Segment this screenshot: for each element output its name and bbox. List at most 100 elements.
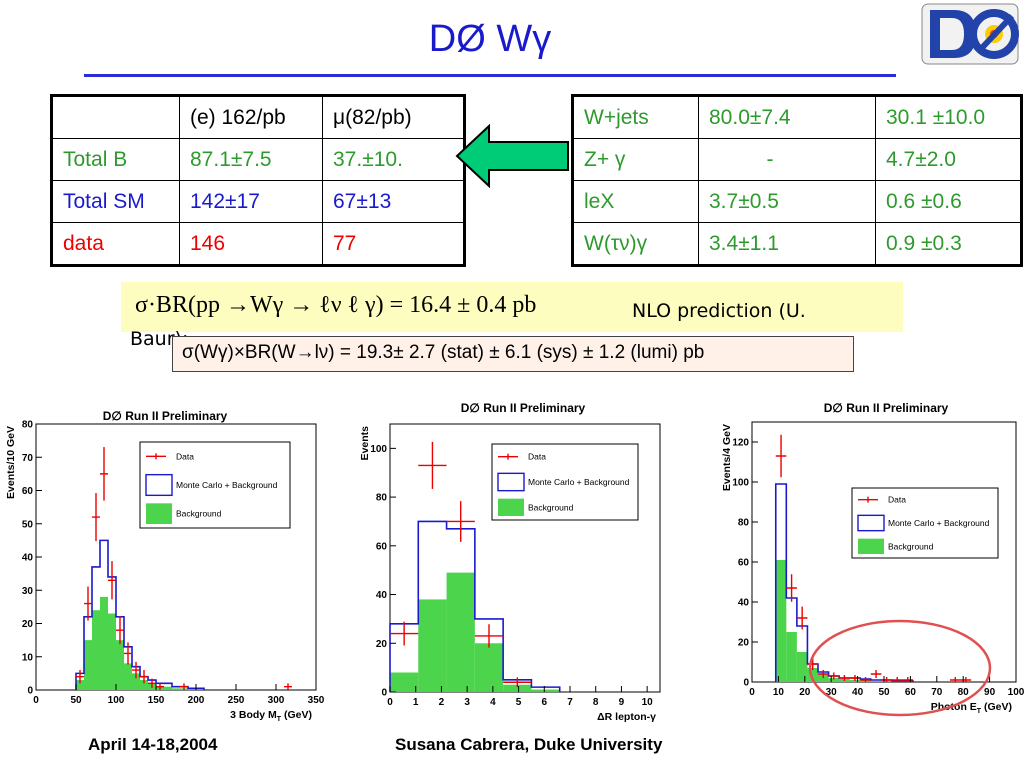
row-label: W(τν)γ <box>572 222 699 266</box>
table-cell: 142±17 <box>179 180 323 223</box>
x-tick-label: 70 <box>931 687 943 698</box>
x-tick-label: 3 <box>464 697 470 708</box>
data-point <box>132 661 140 679</box>
legend-label: Data <box>528 452 546 462</box>
data-point <box>503 677 532 688</box>
legend-mc-swatch <box>145 473 173 497</box>
y-tick-label: 20 <box>22 619 34 630</box>
y-tick-label: 40 <box>22 553 34 564</box>
table-cell: 3.4±1.1 <box>698 222 876 266</box>
x-tick-label: 90 <box>984 687 996 698</box>
chart-title: D∅ Run II Preliminary <box>103 409 228 423</box>
table-cell: 67±13 <box>322 180 465 223</box>
data-point <box>775 434 787 478</box>
table-cell: 80.0±7.4 <box>698 95 876 139</box>
legend-label: Monte Carlo + Background <box>528 477 630 487</box>
x-tick-label: 20 <box>799 687 811 698</box>
data-point <box>284 683 292 690</box>
y-tick-label: 10 <box>22 652 34 663</box>
table-row: leX 3.7±0.5 0.6 ±0.6 <box>572 180 1022 223</box>
x-tick-label: 0 <box>749 687 755 698</box>
y-axis-label: Events/4 GeV <box>721 424 733 491</box>
x-tick-label: 60 <box>905 687 917 698</box>
x-tick-label: 10 <box>773 687 785 698</box>
background-bar <box>807 668 818 682</box>
legend-label: Background <box>176 509 222 519</box>
x-tick-label: 2 <box>439 697 445 708</box>
data-point <box>891 677 903 682</box>
y-tick-label: 30 <box>22 586 34 597</box>
background-bar <box>124 663 132 690</box>
data-point <box>390 621 419 646</box>
background-bar <box>172 688 180 690</box>
x-tick-label: 10 <box>642 697 654 708</box>
background-bar <box>390 672 419 692</box>
table-row: data 146 77 <box>51 222 465 266</box>
x-tick-label: 0 <box>387 697 393 708</box>
background-bar <box>196 689 204 690</box>
y-tick-label: 50 <box>22 519 34 530</box>
y-tick-label: 20 <box>738 638 750 649</box>
measurement-text: σ(Wγ)×BR(W→lν) = 19.3± 2.7 (stat) ± 6.1 … <box>182 342 705 363</box>
x-tick-label: 7 <box>567 697 573 708</box>
footer-date: April 14-18,2004 <box>88 735 218 754</box>
data-point <box>902 677 914 682</box>
x-tick-label: 350 <box>308 695 325 706</box>
legend-mc-swatch <box>497 472 525 492</box>
table-cell: 0.6 ±0.6 <box>875 180 1022 223</box>
table-cell: - <box>698 138 876 181</box>
table-cell: 3.7±0.5 <box>698 180 876 223</box>
data-point <box>418 441 447 489</box>
x-tick-label: 9 <box>619 697 625 708</box>
row-label: W+jets <box>572 95 699 139</box>
x-tick-label: 0 <box>33 695 39 706</box>
data-point <box>84 586 92 621</box>
legend-mc-swatch <box>857 514 885 532</box>
background-bar <box>84 640 92 690</box>
formula-box <box>121 282 903 332</box>
background-bar <box>116 640 124 690</box>
x-tick-label: 100 <box>1008 687 1024 698</box>
slide-title: DØ Wγ <box>428 18 552 60</box>
data-point <box>818 670 829 678</box>
data-point <box>76 670 84 684</box>
data-point <box>108 561 116 600</box>
y-tick-label: 60 <box>22 486 34 497</box>
histogram-photon-et: D∅ Run II Preliminary 0 10 20 30 40 50 60 70 80 90… <box>721 401 1024 717</box>
cross-section-formula: σ·BR(pp →Wγ → ℓν ℓ γ) = 16.4 ± 0.4 pb <box>135 292 537 318</box>
table-cell: 4.7±2.0 <box>875 138 1022 181</box>
background-bar <box>474 643 504 692</box>
background-bar <box>164 686 172 690</box>
x-tick-label: 4 <box>490 697 496 708</box>
background-bar <box>418 599 447 692</box>
row-label: Z+ γ <box>572 138 699 181</box>
y-axis-label: Events/10 GeV <box>5 426 17 499</box>
data-point <box>116 616 124 645</box>
background-bar <box>132 673 140 690</box>
legend-label: Monte Carlo + Background <box>888 518 990 528</box>
chart-title: D∅ Run II Preliminary <box>461 401 586 415</box>
measurement-box <box>172 336 854 372</box>
background-bar <box>531 689 560 692</box>
footer-author: Susana Cabrera, Duke University <box>395 735 663 754</box>
data-point <box>140 670 148 684</box>
y-tick-label: 80 <box>22 420 34 431</box>
background-bar <box>188 689 196 690</box>
y-tick-label: 70 <box>22 453 34 464</box>
data-point <box>92 493 100 542</box>
legend-background-swatch <box>858 538 884 554</box>
data-point <box>124 642 132 665</box>
data-point <box>786 574 797 602</box>
y-tick-label: 0 <box>27 686 33 697</box>
row-label: leX <box>572 180 699 223</box>
left-arrow-icon <box>455 124 569 188</box>
data-point <box>960 677 972 682</box>
x-tick-label: 50 <box>878 687 890 698</box>
table-header-cell: μ(82/pb) <box>322 95 465 139</box>
data-point <box>849 675 861 681</box>
row-label: Total B <box>51 138 180 181</box>
table-row: Total SM 142±17 67±13 <box>51 180 465 223</box>
table-row: W+jets 80.0±7.4 30.1 ±10.0 <box>572 95 1022 139</box>
data-point <box>446 501 475 542</box>
